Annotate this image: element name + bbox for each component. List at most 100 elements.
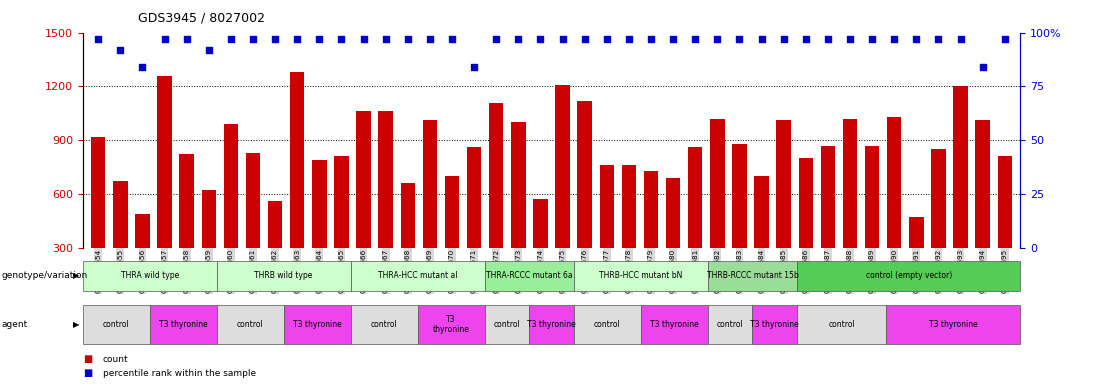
Point: [930, 36, 947, 42]
FancyBboxPatch shape: [529, 305, 574, 344]
Point: [842, 36, 859, 42]
FancyBboxPatch shape: [216, 260, 351, 291]
Point: [133, 64, 151, 70]
Bar: [422, 121, 437, 301]
Bar: [114, 181, 128, 301]
Bar: [224, 124, 238, 301]
Text: T3 thyronine: T3 thyronine: [750, 320, 799, 329]
FancyBboxPatch shape: [351, 305, 418, 344]
FancyBboxPatch shape: [83, 305, 150, 344]
Bar: [644, 170, 658, 301]
FancyBboxPatch shape: [216, 305, 283, 344]
FancyBboxPatch shape: [574, 260, 708, 291]
Bar: [356, 111, 371, 301]
Text: control (empty vector): control (empty vector): [866, 271, 952, 280]
Bar: [732, 144, 747, 301]
FancyBboxPatch shape: [418, 305, 484, 344]
Point: [443, 36, 461, 42]
Text: THRB-HCC mutant bN: THRB-HCC mutant bN: [599, 271, 683, 280]
Bar: [887, 117, 901, 301]
Point: [222, 36, 239, 42]
Bar: [467, 147, 481, 301]
Point: [178, 36, 195, 42]
Bar: [400, 183, 415, 301]
Bar: [136, 214, 150, 301]
Point: [620, 36, 638, 42]
Point: [421, 36, 439, 42]
Point: [974, 64, 992, 70]
Point: [864, 36, 881, 42]
Text: ▶: ▶: [73, 320, 79, 329]
Bar: [533, 199, 547, 301]
Text: control: control: [828, 320, 855, 329]
Bar: [953, 86, 967, 301]
Point: [156, 36, 173, 42]
FancyBboxPatch shape: [708, 260, 797, 291]
Point: [333, 36, 351, 42]
Bar: [865, 146, 879, 301]
Point: [686, 36, 704, 42]
Bar: [202, 190, 216, 301]
Text: THRA-HCC mutant al: THRA-HCC mutant al: [378, 271, 458, 280]
Text: control: control: [593, 320, 621, 329]
Point: [598, 36, 615, 42]
Point: [952, 36, 970, 42]
FancyBboxPatch shape: [351, 260, 484, 291]
FancyBboxPatch shape: [708, 305, 752, 344]
FancyBboxPatch shape: [150, 305, 216, 344]
Point: [465, 64, 483, 70]
Text: control: control: [103, 320, 129, 329]
Bar: [710, 119, 725, 301]
Point: [532, 36, 549, 42]
Point: [730, 36, 748, 42]
FancyBboxPatch shape: [484, 305, 529, 344]
Bar: [600, 165, 614, 301]
FancyBboxPatch shape: [484, 260, 574, 291]
Text: ▶: ▶: [73, 271, 79, 280]
FancyBboxPatch shape: [797, 305, 887, 344]
Point: [111, 47, 129, 53]
Point: [797, 36, 815, 42]
Bar: [378, 111, 393, 301]
Bar: [312, 160, 326, 301]
Point: [399, 36, 417, 42]
Bar: [445, 176, 459, 301]
Point: [510, 36, 527, 42]
Point: [355, 36, 373, 42]
Text: control: control: [371, 320, 397, 329]
Text: ■: ■: [83, 354, 92, 364]
Text: ■: ■: [83, 368, 92, 378]
Text: genotype/variation: genotype/variation: [1, 271, 87, 280]
Bar: [246, 153, 260, 301]
Bar: [489, 103, 503, 301]
Bar: [578, 101, 592, 301]
Bar: [334, 156, 349, 301]
Bar: [799, 158, 813, 301]
Bar: [754, 176, 769, 301]
Point: [266, 36, 283, 42]
Point: [288, 36, 306, 42]
FancyBboxPatch shape: [887, 305, 1020, 344]
Point: [820, 36, 837, 42]
Text: agent: agent: [1, 320, 28, 329]
Point: [708, 36, 726, 42]
Point: [554, 36, 571, 42]
Text: THRB-RCCC mutant 15b: THRB-RCCC mutant 15b: [707, 271, 799, 280]
Bar: [511, 122, 525, 301]
Point: [664, 36, 682, 42]
Bar: [268, 201, 282, 301]
Point: [244, 36, 261, 42]
Point: [886, 36, 903, 42]
FancyBboxPatch shape: [641, 305, 708, 344]
Text: T3 thyronine: T3 thyronine: [929, 320, 977, 329]
Text: control: control: [717, 320, 743, 329]
Bar: [158, 76, 172, 301]
Text: THRA-RCCC mutant 6a: THRA-RCCC mutant 6a: [485, 271, 572, 280]
Bar: [180, 154, 194, 301]
Text: T3
thyronine: T3 thyronine: [432, 315, 470, 334]
Point: [377, 36, 395, 42]
Bar: [931, 149, 945, 301]
Bar: [909, 217, 923, 301]
Text: percentile rank within the sample: percentile rank within the sample: [103, 369, 256, 378]
Bar: [777, 121, 791, 301]
